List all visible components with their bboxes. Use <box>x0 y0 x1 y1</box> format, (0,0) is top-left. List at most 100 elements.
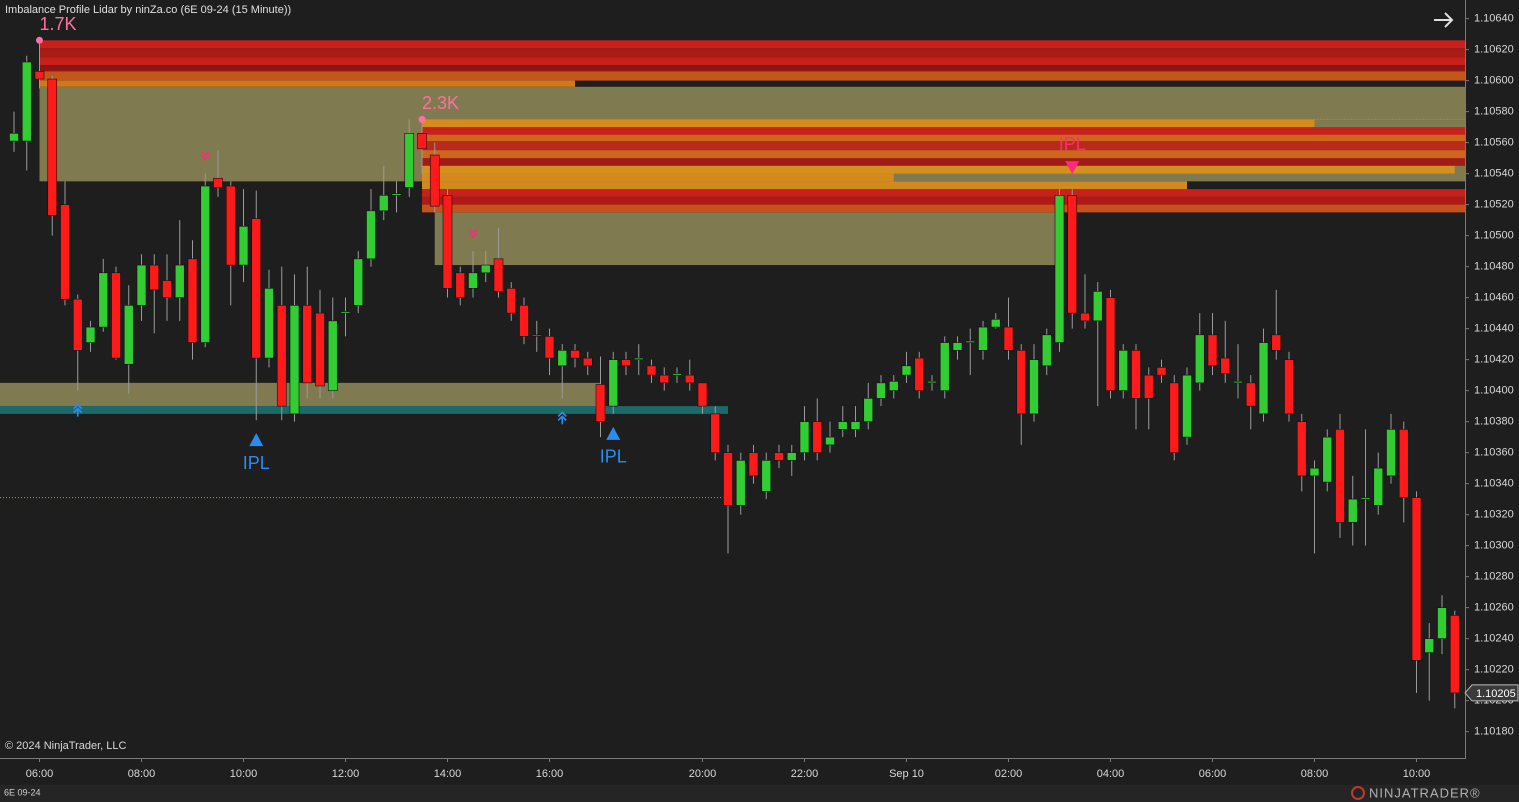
y-tick-label: 1.10600 <box>1474 75 1514 87</box>
candle-body <box>697 382 708 407</box>
candle-body <box>621 359 631 367</box>
copyright: © 2024 NinjaTrader, LLC <box>5 740 126 752</box>
candle-body <box>786 452 797 461</box>
candle-body <box>34 71 45 80</box>
candle-body <box>723 452 733 506</box>
y-tick-label: 1.10520 <box>1474 199 1514 211</box>
chevron <box>468 228 478 239</box>
y-tick-label: 1.10500 <box>1474 230 1514 242</box>
nav-arrow[interactable] <box>1434 12 1454 28</box>
y-tick-label: 1.10400 <box>1474 385 1514 397</box>
x-tick-label: 10:00 <box>1403 768 1431 780</box>
candle-body <box>1029 359 1039 415</box>
imbalance-zone <box>39 71 1465 81</box>
candle-body <box>289 305 300 415</box>
candle-body <box>646 365 657 376</box>
y-tick-label: 1.10480 <box>1474 261 1514 273</box>
last-price-label: 1.10205 <box>1476 688 1516 700</box>
imbalance-zone <box>0 382 601 407</box>
candle-body <box>595 384 606 422</box>
candle-body <box>1131 350 1141 399</box>
arrow-icon[interactable] <box>1434 12 1454 28</box>
y-tick-label: 1.10260 <box>1474 602 1514 614</box>
candle-body <box>761 460 772 492</box>
x-tick-label: 02:00 <box>995 768 1023 780</box>
y-tick-label: 1.10240 <box>1474 633 1514 645</box>
x-tick-label: 10:00 <box>230 768 258 780</box>
chart-title: Imbalance Profile Lidar by ninZa.co (6E … <box>5 4 291 16</box>
candle-body <box>1360 497 1371 500</box>
imbalance-zone <box>422 196 1465 205</box>
candle-body <box>493 258 504 292</box>
candle-body <box>608 359 619 407</box>
candle-body <box>1424 638 1435 653</box>
candle-body <box>340 311 351 314</box>
candle-body <box>582 357 593 367</box>
y-tick-label: 1.10580 <box>1474 106 1514 118</box>
candle-body <box>327 320 338 391</box>
candle-body <box>557 350 568 367</box>
candle-body <box>952 342 963 351</box>
candle-body <box>47 78 58 216</box>
x-tick-label: 22:00 <box>791 768 819 780</box>
candle-body <box>876 382 886 399</box>
candle-body <box>174 264 185 298</box>
candle-body <box>276 305 287 407</box>
y-tick-label: 1.10640 <box>1474 13 1514 25</box>
candle-body <box>353 258 364 306</box>
signal-triangle <box>1065 161 1080 175</box>
candle-body <box>1296 421 1307 477</box>
annotation-label: 1.7K <box>40 14 77 34</box>
y-tick-label: 1.10180 <box>1474 726 1514 738</box>
candle-body <box>1437 607 1447 639</box>
y-tick-label: 1.10360 <box>1474 447 1514 459</box>
y-tick-label: 1.10440 <box>1474 323 1514 335</box>
imbalance-zone <box>422 204 1465 213</box>
y-tick-label: 1.10620 <box>1474 44 1514 56</box>
y-tick-label: 1.10280 <box>1474 571 1514 583</box>
candle-body <box>1411 497 1422 661</box>
imbalance-zone <box>422 119 1315 128</box>
candle-body <box>149 264 160 291</box>
candle-body <box>1322 436 1333 483</box>
y-tick-label: 1.10220 <box>1474 664 1514 676</box>
candle-body <box>21 61 32 142</box>
candle-body <box>837 421 848 430</box>
candle-body <box>429 154 440 207</box>
logo-icon <box>1351 786 1365 800</box>
candle-body <box>1373 467 1384 506</box>
logo: NINJATRADER® <box>1369 785 1481 800</box>
candle-body <box>1118 350 1129 391</box>
candle-body <box>799 421 810 453</box>
candle-body <box>1016 350 1027 415</box>
y-tick-label: 1.10420 <box>1474 354 1514 366</box>
candle-body <box>735 460 746 506</box>
imbalance-zone <box>434 212 1060 266</box>
candle-body <box>136 264 147 306</box>
candle-body <box>468 272 478 289</box>
candle-body <box>1271 334 1282 351</box>
candle-body <box>927 381 937 384</box>
x-tick-label: 06:00 <box>26 768 54 780</box>
imbalance-zone <box>422 165 1455 174</box>
candle-body <box>863 398 874 422</box>
imbalance-zone <box>422 189 1465 197</box>
candle-body <box>850 421 861 430</box>
candle-body <box>225 185 236 266</box>
x-tick-label: 04:00 <box>1097 768 1125 780</box>
candle-body <box>391 193 402 196</box>
imbalance-zone <box>422 158 1465 166</box>
candle-body <box>1347 498 1358 523</box>
candle-body <box>901 365 912 376</box>
imbalance-zone <box>422 127 1465 135</box>
candle-body <box>1041 334 1052 367</box>
signal-triangle <box>249 433 264 447</box>
x-tick-label: 06:00 <box>1199 768 1227 780</box>
candle-body <box>302 305 313 384</box>
imbalance-zone <box>39 65 1465 72</box>
candle-body <box>98 272 109 328</box>
candle-body <box>519 305 529 337</box>
status-strip <box>0 785 1519 802</box>
chevron <box>73 403 83 417</box>
candle-body <box>1207 334 1218 367</box>
